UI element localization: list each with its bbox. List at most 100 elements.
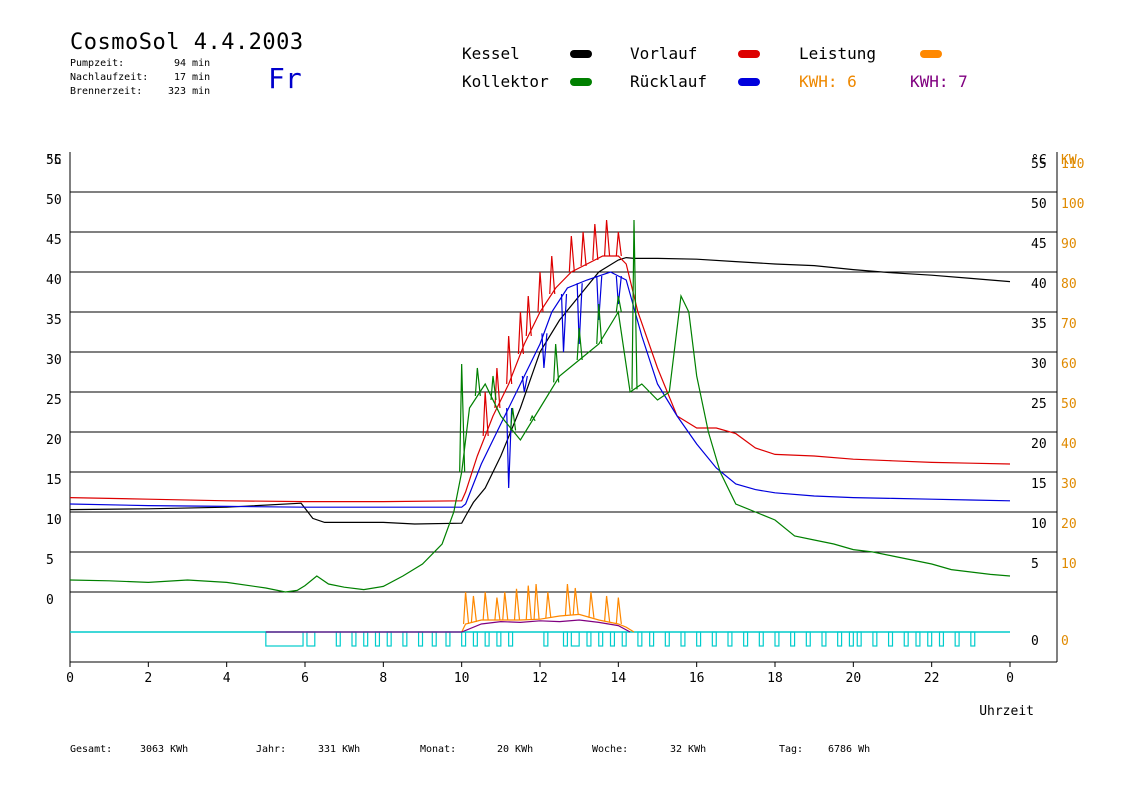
pump-interval: [306, 631, 316, 647]
stat-nachlaufzeit-label: Nachlaufzeit:: [70, 72, 149, 83]
legend-kessel: Kessel: [462, 44, 520, 63]
series-spike: [615, 295, 622, 313]
y-tick-label-right: 50: [1031, 197, 1047, 212]
footer-jahr-label: Jahr:: [256, 744, 287, 755]
pump-interval: [774, 631, 780, 647]
footer-tag-label: Tag:: [779, 744, 804, 755]
pump-interval: [970, 631, 976, 647]
pump-interval: [472, 631, 478, 647]
footer-tag-value: 6786 Wh: [828, 744, 871, 755]
legend-kollektor-label: Kollektor: [462, 72, 549, 91]
footer-monat-value: 20 KWh: [497, 744, 534, 755]
pump-interval: [727, 631, 733, 647]
series-spike: [525, 585, 532, 620]
series-spike: [513, 588, 521, 621]
stat-brennerzeit-label: Brennerzeit:: [70, 86, 143, 97]
kw-tick-label: 10: [1061, 557, 1077, 572]
y-tick-label-right: 15: [1031, 477, 1047, 492]
pump-interval: [821, 631, 827, 647]
stat-pumpzeit-value: 94 min: [174, 58, 211, 69]
series-spike: [592, 223, 599, 261]
chart-title: CosmoSol 4.4.2003: [70, 30, 304, 55]
legend-kollektor-swatch: [570, 78, 592, 86]
y-tick-label-left: 30: [46, 353, 62, 368]
axes: [69, 152, 1058, 667]
series-spike: [549, 255, 556, 295]
kw-tick-label: 40: [1061, 437, 1077, 452]
series-spike: [502, 591, 509, 621]
pump-interval: [621, 631, 627, 647]
series-spike: [576, 283, 583, 345]
series-spike: [509, 407, 517, 431]
pump-interval: [417, 631, 424, 647]
y-tick-label-left: 5: [46, 553, 54, 568]
x-axis-title: Uhrzeit: [979, 704, 1034, 719]
pump-interval: [386, 631, 392, 647]
series-spike: [506, 407, 513, 489]
pump-interval: [445, 631, 451, 647]
series-spike: [615, 231, 622, 257]
y-tick-label-left: 35: [46, 313, 62, 328]
legend-kessel-label: Kessel: [462, 44, 520, 63]
y-tick-label-right: 30: [1031, 357, 1047, 372]
pump-interval: [609, 631, 616, 647]
x-tick-label: 20: [846, 671, 862, 686]
kw-tick-label: 110: [1061, 157, 1084, 172]
legend-kessel-swatch: [570, 50, 592, 58]
series-spike: [482, 591, 489, 621]
grid-lines: [70, 191, 1057, 593]
legend-vorlauf-label: Vorlauf: [630, 44, 698, 63]
pump-interval: [954, 631, 960, 647]
series-spike: [564, 583, 572, 616]
y-tick-label-right: 25: [1031, 397, 1047, 412]
series-spike: [603, 595, 611, 622]
pump-interval: [496, 631, 502, 647]
pump-interval: [598, 631, 604, 647]
y-tick-label-right: 10: [1031, 517, 1047, 532]
legend-vorlauf: Vorlauf: [630, 44, 697, 63]
series-spike: [631, 219, 638, 390]
pump-interval: [374, 631, 381, 647]
kw-tick-label: 20: [1061, 517, 1077, 532]
pump-interval: [696, 631, 702, 647]
series-spike: [541, 333, 548, 369]
footer-gesamt-label: Gesamt:: [70, 744, 113, 755]
y-tick-label-left: 25: [46, 393, 62, 408]
kw-tick-label: 70: [1061, 317, 1077, 332]
series-spike: [568, 235, 575, 273]
legend-leistung-label: Leistung: [799, 44, 877, 63]
pump-interval: [872, 631, 878, 647]
pump-interval: [335, 631, 341, 647]
legend-kwh-purple: KWH: 7: [910, 72, 968, 91]
legend-vorlauf-swatch: [738, 50, 760, 58]
series-spike: [553, 343, 560, 383]
x-tick-label: 4: [223, 671, 231, 686]
y-tick-label-right: 40: [1031, 277, 1047, 292]
kw-tick-label: 90: [1061, 237, 1077, 252]
series-spike: [494, 367, 501, 409]
pump-interval: [586, 631, 592, 647]
series-spike: [494, 597, 501, 621]
series-spike: [588, 591, 595, 618]
series-spike: [596, 275, 603, 321]
kw-tick-label: 60: [1061, 357, 1077, 372]
footer-jahr-value: 331 KWh: [318, 744, 361, 755]
y-tick-label-left: 20: [46, 433, 62, 448]
series-kwh-7: [265, 619, 631, 633]
series-spike: [533, 583, 540, 620]
x-tick-label: 6: [301, 671, 309, 686]
y-tick-label-left: 55: [46, 153, 62, 168]
series-spike: [482, 391, 489, 437]
series-r-cklauf: [69, 271, 1011, 508]
series-spike: [537, 271, 544, 313]
series-spike: [615, 597, 622, 625]
series-spike: [525, 295, 532, 337]
kw-tick-label: 100: [1061, 197, 1084, 212]
series-spike: [474, 367, 481, 397]
series-spike: [506, 335, 513, 385]
y-tick-label-left: 10: [46, 513, 62, 528]
stat-nachlaufzeit-value: 17 min: [174, 72, 211, 83]
y-tick-label-left: 15: [46, 473, 62, 488]
